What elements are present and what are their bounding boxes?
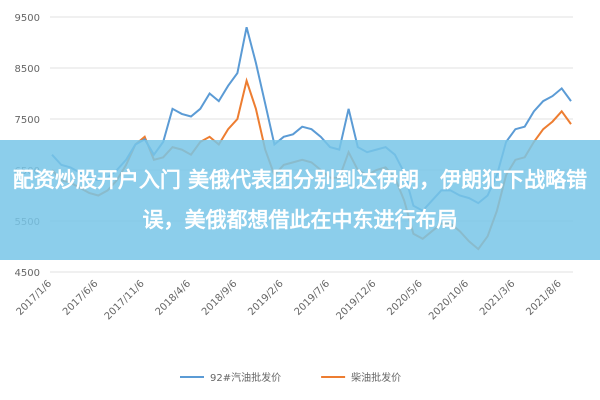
x-tick-label: 2020/5/6	[385, 278, 425, 318]
x-tick-label: 2019/12/6	[334, 278, 378, 322]
overlay-banner: 配资炒股开户入门 美俄代表团分别到达伊朗，伊朗犯下战略错误，美俄都想借此在中东进…	[0, 140, 600, 260]
x-tick-label: 2017/11/6	[103, 278, 147, 322]
y-tick-label: 9500	[15, 13, 40, 24]
x-tick-label: 2019/2/6	[246, 278, 286, 318]
x-tick-label: 2018/9/6	[200, 278, 240, 318]
y-tick-label: 4500	[15, 268, 40, 279]
x-tick-label: 2021/3/6	[478, 278, 518, 318]
overlay-text: 配资炒股开户入门 美俄代表团分别到达伊朗，伊朗犯下战略错误，美俄都想借此在中东进…	[12, 168, 588, 232]
x-tick-label: 2018/4/6	[154, 278, 194, 318]
legend-label: 柴油批发价	[351, 371, 401, 384]
x-tick-label: 2021/8/6	[524, 278, 564, 318]
x-tick-label: 2017/6/6	[61, 278, 101, 318]
y-tick-label: 7500	[15, 115, 40, 126]
x-tick-label: 2019/7/6	[293, 278, 333, 318]
legend-label: 92#汽油批发价	[210, 371, 281, 384]
x-tick-label: 2020/10/6	[427, 278, 471, 322]
x-tick-label: 2017/1/6	[15, 278, 55, 318]
y-tick-label: 8500	[15, 64, 40, 75]
